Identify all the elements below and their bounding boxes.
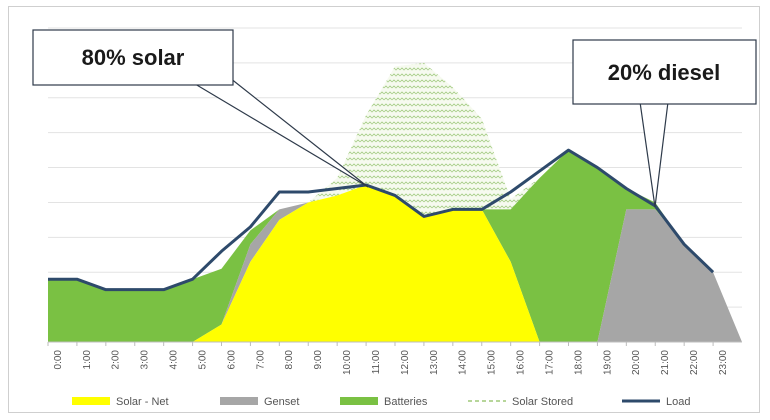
x-tick-label: 16:00 [516, 350, 527, 375]
x-tick-label: 0:00 [53, 350, 64, 370]
x-tick-label: 21:00 [660, 350, 671, 375]
legend-item: Load [622, 396, 690, 408]
x-tick-label: 4:00 [169, 350, 180, 370]
x-tick-label: 18:00 [573, 350, 584, 375]
callout-80-solar-box [32, 29, 234, 86]
legend-swatch [340, 397, 378, 405]
x-tick-label: 6:00 [226, 350, 237, 370]
legend-label: Batteries [384, 396, 428, 408]
legend-label: Genset [264, 396, 299, 408]
x-tick-label: 9:00 [313, 350, 324, 370]
area-genset [48, 185, 742, 342]
callout-20-diesel: 20% diesel [572, 39, 757, 208]
x-tick-label: 12:00 [400, 350, 411, 375]
legend-item: Solar - Net [72, 396, 169, 408]
x-tick-label: 19:00 [602, 350, 613, 375]
line-load [48, 148, 715, 292]
callout-20-diesel-box [572, 39, 757, 105]
callout-20-diesel-label: 20% diesel [608, 60, 721, 85]
x-axis: 0:00 1:00 2:00 3:00 4:00 5:00 6:00 7:00 8:00 9:00… [47, 341, 742, 375]
legend-label: Load [666, 396, 690, 408]
x-tick-label: 15:00 [487, 350, 498, 375]
legend-swatch [220, 397, 258, 405]
x-tick-label: 10:00 [342, 350, 353, 375]
x-tick-label: 2:00 [111, 350, 122, 370]
legend: Solar - Net Genset Batteries Solar Stored Lo… [72, 396, 690, 408]
x-tick-label: 14:00 [458, 350, 469, 375]
x-tick-label: 11:00 [371, 350, 382, 375]
callout-80-solar-label: 80% solar [82, 45, 185, 70]
x-tick-label: 22:00 [689, 350, 700, 375]
x-tick-label: 3:00 [140, 350, 151, 370]
x-tick-label: 23:00 [718, 350, 729, 375]
x-tick-label: 20:00 [631, 350, 642, 375]
legend-label: Solar - Net [116, 396, 169, 408]
x-tick-label: 7:00 [255, 350, 266, 370]
series-lines [48, 148, 715, 292]
area-solar-stored [48, 62, 742, 343]
area-batteries [48, 150, 742, 342]
legend-item: Solar Stored [468, 396, 573, 408]
legend-label: Solar Stored [512, 396, 573, 408]
callout-80-solar: 80% solar [32, 29, 369, 188]
area-solar-net [48, 185, 742, 342]
callout-20-diesel-pointer [639, 101, 669, 208]
x-tick-label: 1:00 [82, 350, 93, 370]
legend-item: Genset [220, 396, 299, 408]
x-tick-label: 13:00 [429, 350, 440, 375]
legend-swatch [72, 397, 110, 405]
legend-item: Batteries [340, 396, 428, 408]
x-tick-label: 8:00 [284, 350, 295, 370]
x-tick-label: 5:00 [197, 350, 208, 370]
series-areas [48, 62, 742, 343]
x-tick-label: 17:00 [544, 350, 555, 375]
